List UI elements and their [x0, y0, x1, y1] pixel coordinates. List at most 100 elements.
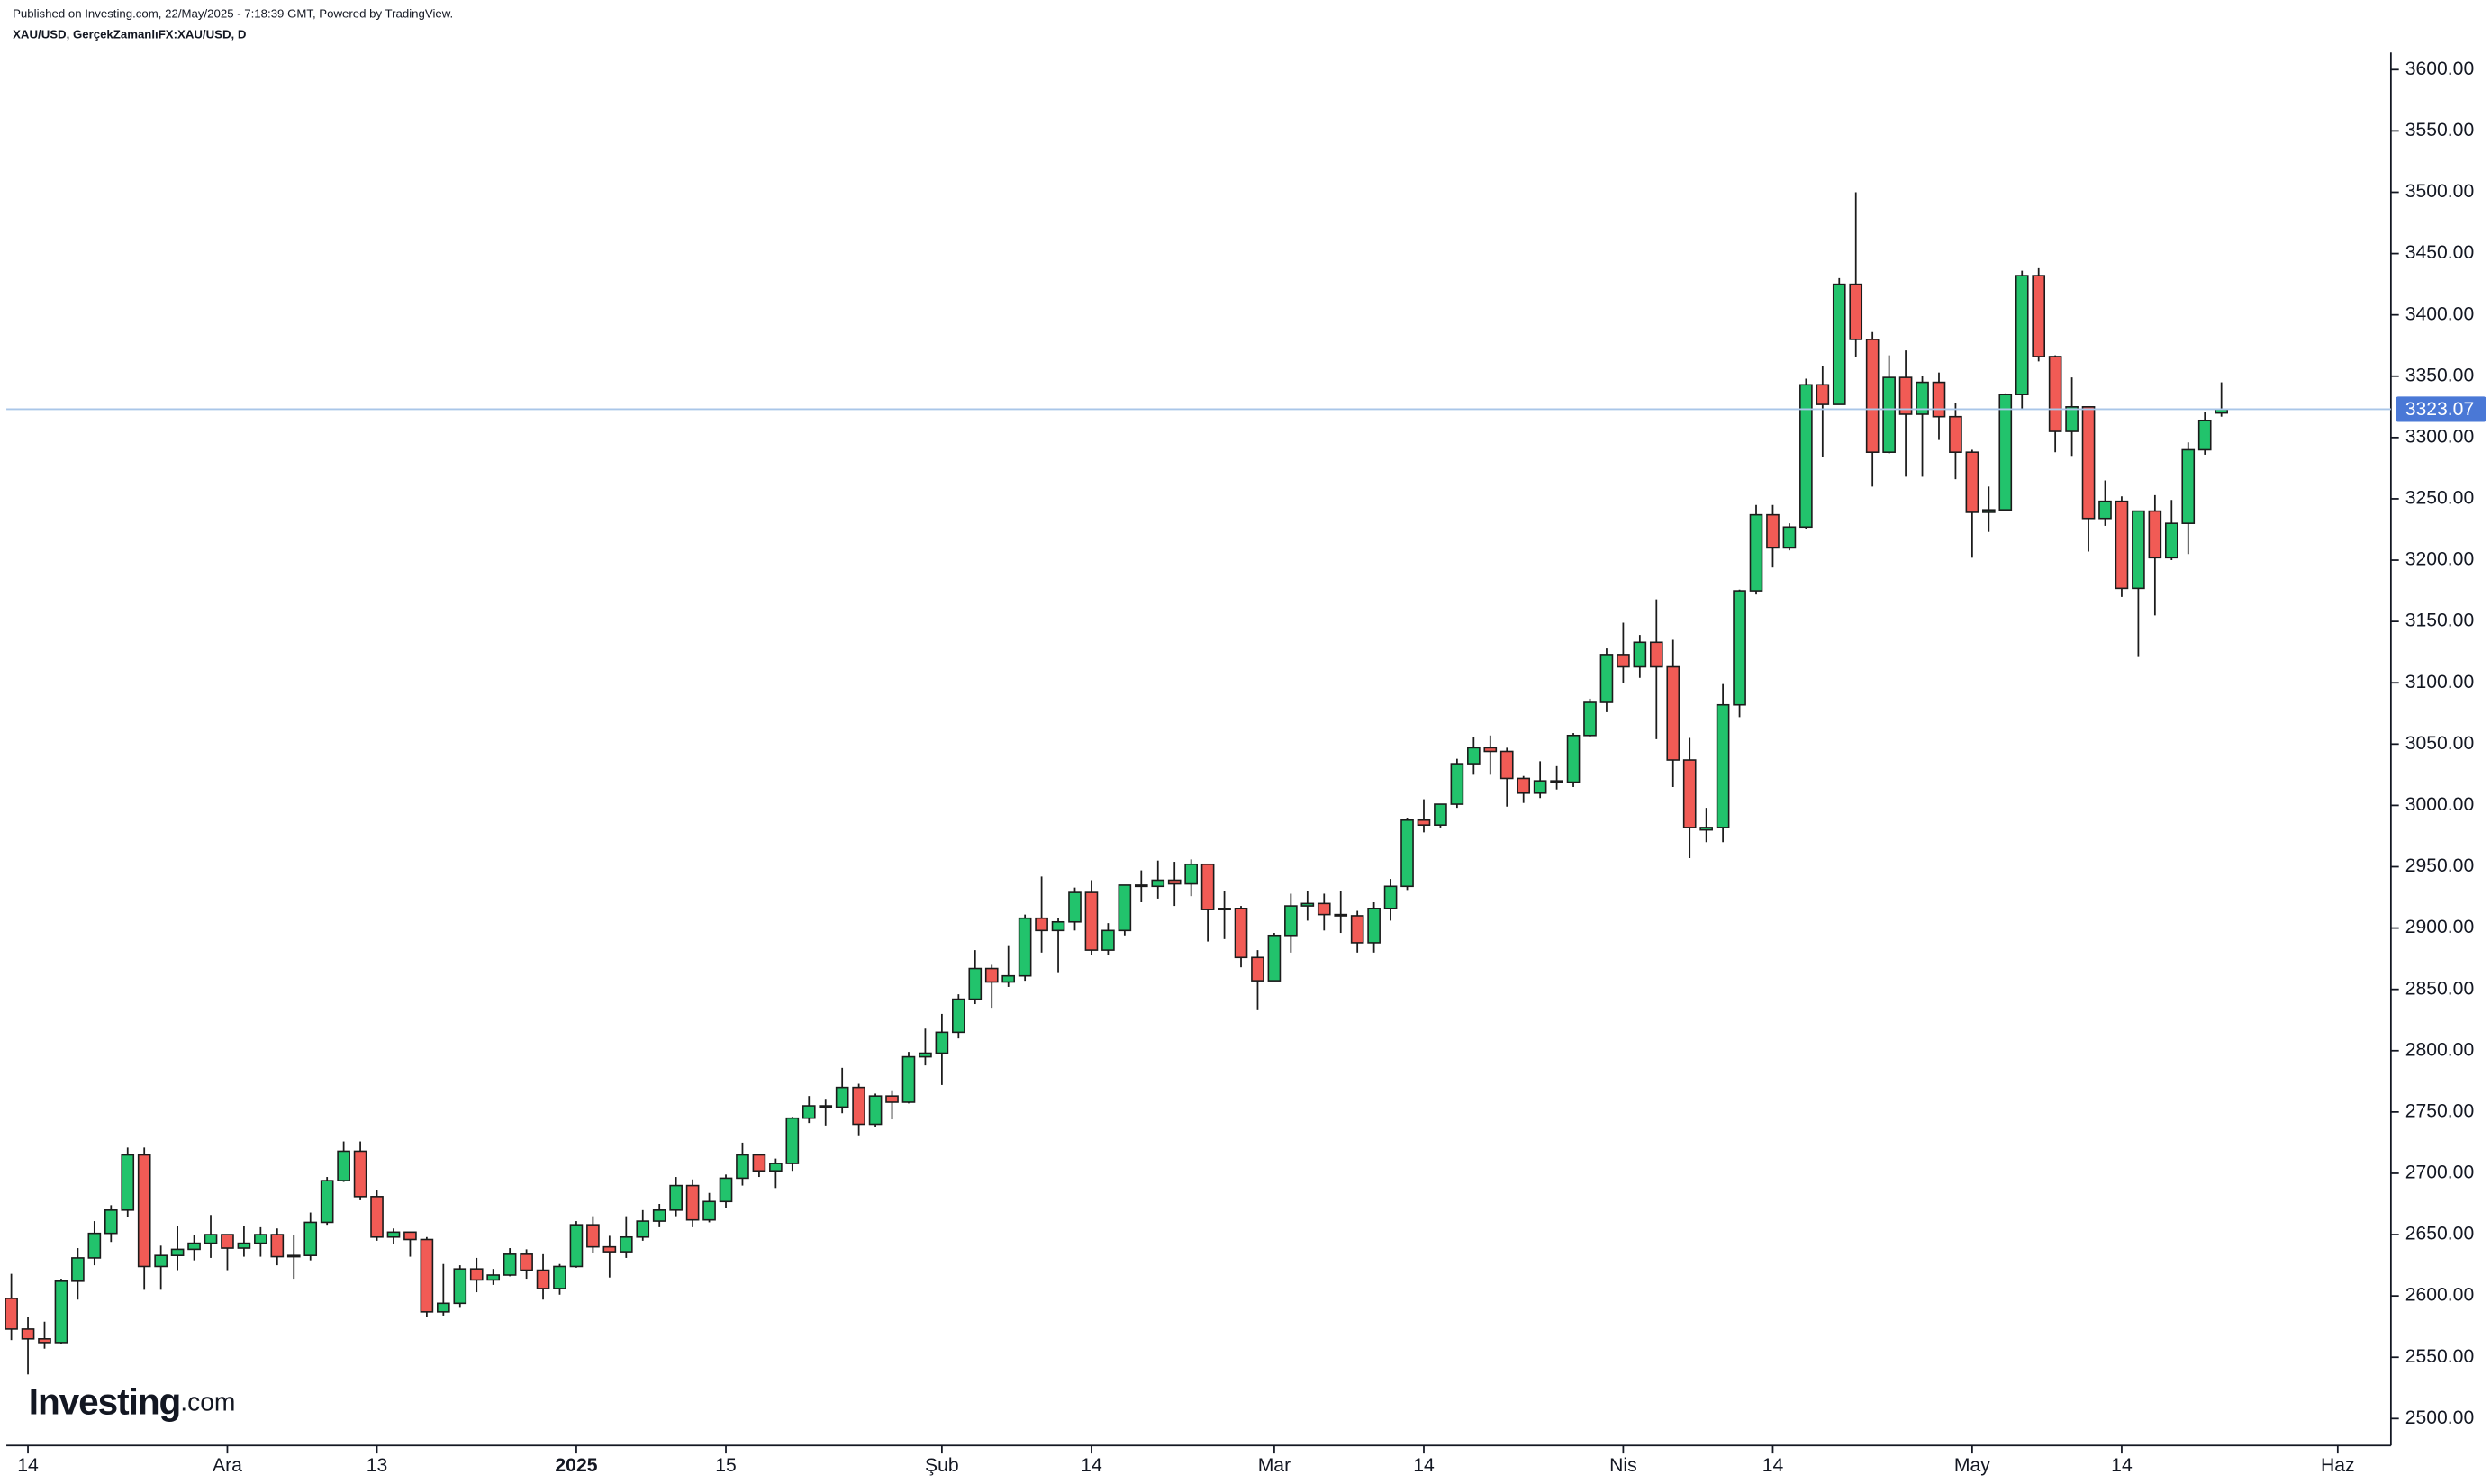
- candle-body: [1617, 654, 1630, 668]
- candle-body: [1550, 780, 1563, 783]
- candle-body: [1035, 917, 1048, 932]
- candle-body: [1284, 905, 1298, 937]
- candle-body: [54, 1280, 68, 1344]
- y-tick-label: 3150.00: [2405, 611, 2474, 631]
- candle-body: [1865, 339, 1880, 453]
- candle-body: [835, 1086, 849, 1108]
- candle-body: [852, 1086, 865, 1126]
- y-tick-label: 3400.00: [2405, 303, 2474, 324]
- candle-body: [586, 1224, 600, 1248]
- candle-body: [1068, 891, 1082, 923]
- candle-body: [1317, 902, 1331, 916]
- candle-body: [137, 1154, 151, 1268]
- candle-body: [1350, 915, 1364, 944]
- candle-body: [1849, 283, 1863, 340]
- candle-body: [1799, 384, 1813, 529]
- candle-body: [503, 1253, 517, 1276]
- candle-body: [1467, 747, 1481, 765]
- candle-body: [1367, 908, 1381, 944]
- candle-body: [1916, 381, 1929, 415]
- candle-body: [303, 1221, 318, 1256]
- y-tick-label: 2500.00: [2405, 1407, 2474, 1428]
- candle-body: [2032, 275, 2046, 357]
- candle-body: [1633, 641, 1647, 668]
- candle-body: [736, 1154, 749, 1180]
- x-tick-label: 14: [1762, 1455, 1784, 1476]
- candle-body: [71, 1257, 85, 1282]
- candle-body: [1118, 884, 1132, 932]
- candle-body: [1699, 827, 1713, 831]
- candle-body: [2081, 406, 2096, 520]
- candle-body: [885, 1095, 899, 1103]
- y-tick-label: 3050.00: [2405, 733, 2474, 754]
- candle-body: [1184, 863, 1198, 885]
- candle-body: [1716, 703, 1730, 828]
- candle-body: [1965, 451, 1979, 513]
- candle-body: [337, 1150, 350, 1181]
- logo: Investing.com: [29, 1380, 236, 1422]
- y-tick-label: 2750.00: [2405, 1100, 2474, 1121]
- logo-main: Investing: [29, 1380, 181, 1422]
- candle-body: [1998, 394, 2013, 511]
- candle-body: [652, 1209, 666, 1222]
- y-tick-label: 2800.00: [2405, 1039, 2474, 1060]
- candle-body: [1450, 763, 1464, 805]
- candle-body: [1051, 920, 1065, 932]
- last-price-badge: [2396, 396, 2486, 422]
- x-tick-label: 14: [1081, 1455, 1102, 1476]
- x-tick-label: 13: [367, 1455, 388, 1476]
- y-tick-label: 3250.00: [2405, 488, 2474, 509]
- x-tick-label: Mar: [1258, 1455, 1291, 1476]
- candle-body: [221, 1234, 234, 1249]
- candle-body: [270, 1234, 285, 1258]
- candle-body: [2065, 406, 2079, 432]
- candle-body: [2181, 448, 2196, 524]
- candle-body: [204, 1234, 218, 1244]
- candle-body: [520, 1253, 533, 1271]
- candle-body: [1882, 376, 1896, 453]
- candle-body: [38, 1338, 51, 1344]
- candle-body: [2015, 275, 2029, 395]
- candle-body: [1566, 734, 1581, 783]
- candle-body: [1649, 641, 1663, 668]
- candle-body: [1400, 819, 1414, 888]
- candle-body: [1949, 415, 1962, 453]
- candle-body: [187, 1242, 201, 1251]
- candle-body: [669, 1184, 683, 1211]
- candle-body: [1499, 750, 1514, 780]
- y-tick-label: 3550.00: [2405, 120, 2474, 140]
- candle-body: [5, 1298, 18, 1330]
- candle-body: [1200, 863, 1215, 910]
- y-tick-label: 2850.00: [2405, 978, 2474, 999]
- candle-body: [437, 1302, 450, 1313]
- candle-body: [1300, 902, 1315, 907]
- y-tick-label: 2550.00: [2405, 1346, 2474, 1367]
- y-tick-label: 2900.00: [2405, 917, 2474, 937]
- candle-body: [1932, 381, 1946, 418]
- candle-body: [1151, 879, 1165, 888]
- candle-body: [968, 967, 983, 1000]
- candle-body: [952, 998, 965, 1034]
- candle-body: [2098, 500, 2112, 520]
- y-tick-label: 2700.00: [2405, 1163, 2474, 1183]
- candle-body: [1599, 654, 1614, 703]
- y-tick-label: 3200.00: [2405, 549, 2474, 570]
- y-tick-label: 2650.00: [2405, 1224, 2474, 1244]
- x-tick-label: Şub: [925, 1455, 959, 1476]
- candle-body: [1267, 934, 1282, 982]
- candle-body: [1517, 777, 1531, 794]
- candle-body: [919, 1052, 932, 1058]
- x-tick-label: May: [1954, 1455, 1990, 1476]
- candle-body: [1417, 819, 1431, 826]
- candle-body: [1084, 891, 1099, 951]
- candle-body: [2048, 356, 2062, 432]
- x-tick-label: Nis: [1609, 1455, 1637, 1476]
- published-note: Published on Investing.com, 22/May/2025 …: [13, 6, 453, 20]
- candle-body: [1251, 956, 1264, 982]
- candle-body: [1832, 283, 1846, 405]
- candle-body: [569, 1224, 584, 1268]
- x-tick-label: 14: [17, 1455, 39, 1476]
- candle-body: [1682, 759, 1697, 828]
